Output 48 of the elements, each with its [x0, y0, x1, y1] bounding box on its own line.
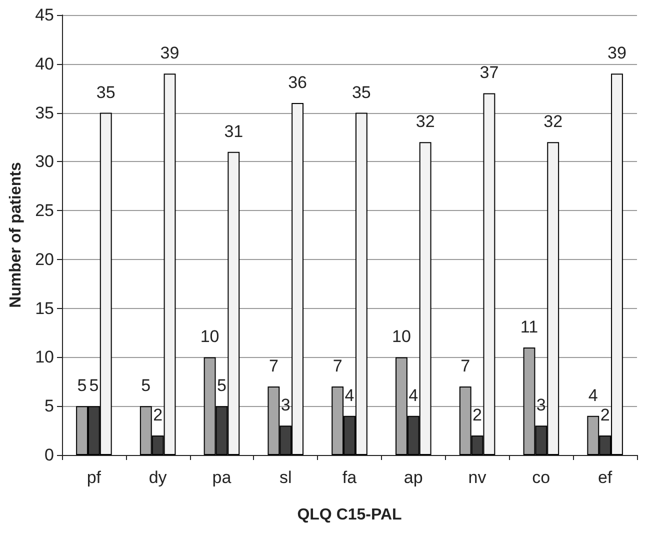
data-label: 11 — [520, 317, 538, 336]
x-tick-label: dy — [148, 468, 168, 487]
x-tick-label: ap — [404, 468, 423, 487]
data-label: 39 — [160, 44, 180, 63]
data-label: 5 — [216, 376, 226, 396]
data-label: 2 — [472, 405, 482, 424]
y-tick-label: 0 — [44, 446, 54, 464]
data-label: 7 — [268, 356, 278, 376]
data-label: 5 — [77, 376, 87, 396]
x-axis-title: QLQ C15-PAL — [297, 506, 402, 524]
y-tick-label: 40 — [35, 54, 54, 74]
y-tick-label: 15 — [35, 298, 54, 318]
y-tick-label: 20 — [35, 250, 54, 269]
y-tick-label: 35 — [35, 103, 54, 122]
y-tick-label: 30 — [35, 152, 54, 172]
data-label: 4 — [344, 386, 354, 405]
data-label: 5 — [89, 376, 99, 396]
data-label: 32 — [544, 112, 563, 132]
y-axis-title: Number of patients — [8, 162, 24, 308]
data-label: 35 — [352, 82, 371, 102]
data-label: 10 — [200, 327, 220, 346]
x-tick-label: fa — [342, 468, 358, 487]
data-label: 2 — [153, 405, 163, 424]
data-label: 10 — [392, 327, 411, 346]
data-label: 4 — [408, 386, 418, 405]
x-tick-label: ef — [598, 468, 612, 487]
data-label: 36 — [288, 73, 307, 92]
data-label: 39 — [608, 44, 626, 63]
data-label: 37 — [480, 63, 499, 82]
y-tick-label: 5 — [44, 396, 54, 416]
y-tick-label: 10 — [35, 348, 54, 367]
x-tick-label: pf — [86, 468, 102, 487]
data-label: 2 — [600, 405, 610, 424]
x-tick-label: co — [532, 468, 550, 487]
data-label: 5 — [141, 376, 151, 396]
data-label: 3 — [280, 396, 290, 415]
data-label: 3 — [536, 396, 546, 415]
data-label: 4 — [588, 386, 598, 405]
data-label: 7 — [460, 356, 470, 376]
data-label: 31 — [224, 122, 244, 141]
x-tick-label: sl — [279, 468, 292, 487]
y-tick-label: 45 — [35, 6, 54, 24]
data-label: 35 — [96, 82, 116, 102]
y-tick-label: 25 — [35, 201, 54, 220]
data-label: 7 — [332, 356, 342, 376]
data-label: 32 — [416, 112, 435, 132]
x-tick-label: nv — [468, 468, 487, 487]
x-tick-label: pa — [212, 468, 232, 487]
